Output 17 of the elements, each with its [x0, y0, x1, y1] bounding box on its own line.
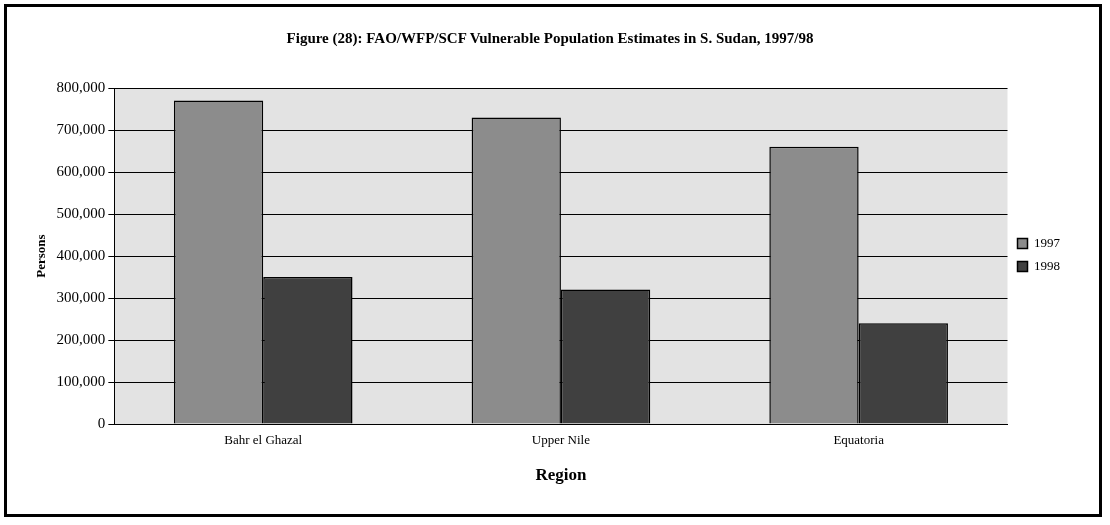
y-tick-label: 100,000: [56, 372, 106, 389]
y-tick-label: 500,000: [56, 204, 106, 221]
x-tick-label: Upper Nile: [531, 432, 591, 448]
y-tick-label: 0: [97, 414, 106, 431]
y-tick-label: 200,000: [56, 330, 106, 347]
chart-title: Figure (28): FAO/WFP/SCF Vulnerable Population Estimates in S. Sudan, 1997/98: [286, 29, 814, 47]
y-tick-label: 800,000: [56, 78, 106, 95]
legend-label: 1998: [1034, 257, 1060, 273]
y-tick-label: 300,000: [56, 288, 106, 305]
y-tick-label: 400,000: [56, 246, 106, 263]
x-tick-label: Bahr el Ghazal: [224, 432, 303, 448]
legend-label: 1997: [1034, 234, 1061, 250]
y-tick-label: 600,000: [56, 162, 106, 179]
x-tick-label: Equatoria: [833, 432, 885, 448]
y-axis-title: Persons: [33, 234, 49, 278]
y-tick-label: 700,000: [56, 120, 106, 137]
x-axis-title: Region: [535, 465, 587, 485]
